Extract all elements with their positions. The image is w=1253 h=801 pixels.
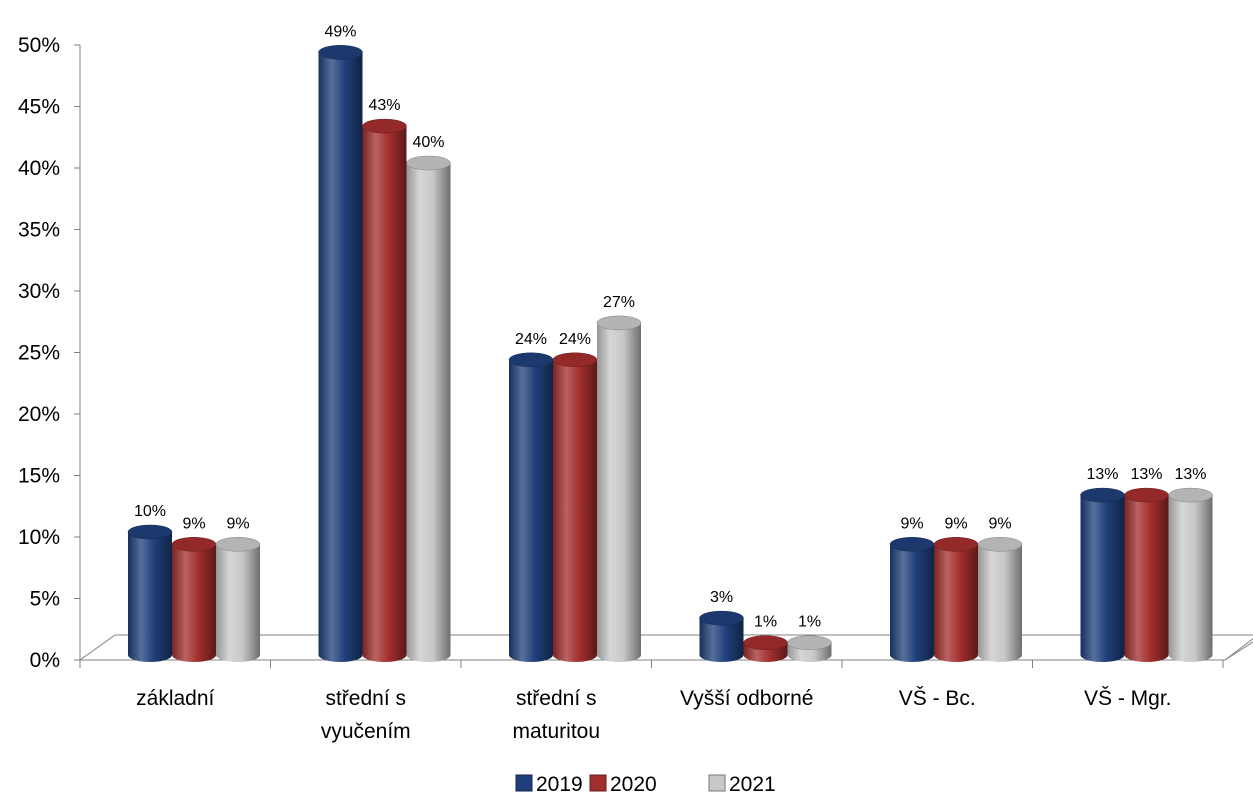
bar-2019-2 [508,352,554,662]
legend-swatch [515,774,533,792]
y-tick-label: 40% [18,157,60,180]
x-axis-labels: základní střední s vyučením střední s maturi… [136,687,1171,743]
chart-floor [79,634,1253,661]
data-label: 13% [1086,466,1118,483]
bar-2019-5 [1080,487,1125,663]
y-tick-label: 50% [18,34,60,57]
x-category-label: střední s maturitou [512,687,600,743]
bar-2021-4 [977,537,1023,662]
y-tick-label: 30% [18,280,60,303]
bar-2021-2 [596,315,642,662]
bar-2020-3 [743,635,788,663]
legend-item-2019: 2019 [515,773,583,796]
legend-swatch [708,774,726,792]
y-tick-label: 35% [18,219,60,242]
data-label: 27% [603,294,635,311]
data-label: 1% [798,614,821,631]
data-label: 9% [226,515,249,532]
data-label: 40% [412,134,444,151]
legend-label: 2019 [536,773,583,796]
data-label: 13% [1174,466,1206,483]
data-label: 13% [1130,466,1162,483]
bar-2019-0 [127,524,173,662]
y-tick-label: 10% [18,526,60,549]
data-label: 9% [182,515,205,532]
data-label: 10% [134,503,166,520]
data-label: 24% [515,331,547,348]
bar-2021-1 [406,155,451,663]
y-tick-label: 20% [18,403,60,426]
data-label: 9% [988,515,1011,532]
legend-item-2020: 2020 [589,773,657,796]
x-category-label: VŠ - Bc. [899,687,976,710]
bar-2019-4 [889,537,935,662]
y-tick-label: 0% [30,649,60,672]
data-label: 9% [900,515,923,532]
data-label: 1% [754,614,777,631]
bars [127,45,1213,663]
data-label: 43% [368,97,400,114]
data-labels: 10% 9% 9% 49% 43% 40% 24% 24% 27% 3% 1% 1% 9% 9% 9% 13%… [134,23,1207,630]
bar-2020-1 [362,118,407,663]
bar-2019-3 [699,610,744,663]
y-axis-ticks: 0% 5% 10% 15% 20% 25% 30% 35% 40% 45% 50% [18,34,80,672]
x-category-label: střední s vyučením [321,687,411,743]
data-label: 9% [944,515,967,532]
bar-2021-0 [215,537,261,662]
y-tick-label: 5% [30,588,60,611]
legend-label: 2020 [610,773,657,796]
bar-2020-4 [933,537,979,662]
y-tick-label: 25% [18,342,60,365]
legend-label: 2021 [729,773,776,796]
data-label: 49% [324,23,356,40]
bar-2019-1 [318,45,363,663]
bar-2021-5 [1168,487,1213,663]
x-category-label: základní [136,687,214,710]
x-category-label: Vyšší odborné [680,687,813,710]
bar-2020-5 [1124,487,1169,663]
data-label: 24% [559,331,591,348]
legend-swatch [589,774,607,792]
y-tick-label: 45% [18,96,60,119]
x-category-label: VŠ - Mgr. [1084,687,1172,710]
data-label: 3% [710,589,733,606]
bar-2020-0 [171,537,217,662]
y-tick-label: 15% [18,465,60,488]
legend-item-2021: 2021 [708,773,776,796]
legend: 2019 2020 2021 [515,773,776,796]
bar-2021-3 [787,635,832,663]
bar-2020-2 [552,352,598,662]
